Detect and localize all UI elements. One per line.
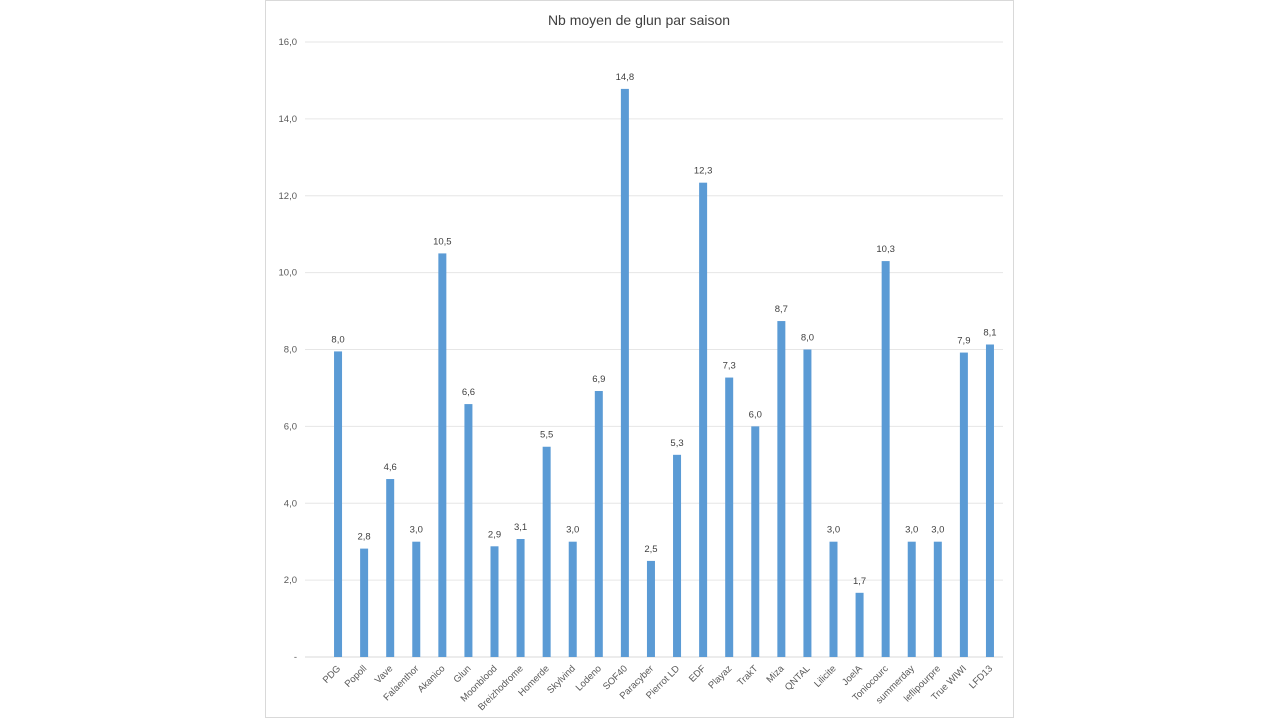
data-labels: 8,0 2,8 4,6 3,0 10,5 6,6 2,9 3,1 5,5 3,0 6,9 14,8 2,… xyxy=(331,72,996,587)
y-tick-label: 14,0 xyxy=(279,114,298,125)
data-label: 14,8 xyxy=(616,72,635,83)
bar xyxy=(751,426,760,657)
bar xyxy=(412,541,421,657)
bar xyxy=(360,548,369,657)
category-label: TrakT xyxy=(735,663,760,688)
bar xyxy=(907,541,916,657)
data-label: 5,3 xyxy=(670,438,683,449)
data-label: 3,0 xyxy=(827,525,840,536)
y-axis-ticks: - 2,0 4,0 6,0 8,0 10,0 12,0 14,0 16,0 xyxy=(279,37,298,663)
bar xyxy=(334,351,343,657)
bar xyxy=(542,446,551,657)
category-label: Popoll xyxy=(343,663,369,689)
data-label: 2,8 xyxy=(358,532,371,543)
data-label: 3,0 xyxy=(905,525,918,536)
bar xyxy=(829,541,838,657)
bar xyxy=(568,541,577,657)
y-tick-label: 12,0 xyxy=(279,191,298,202)
category-label: QNTAL xyxy=(783,663,813,693)
category-label: EDF xyxy=(687,663,708,684)
data-label: 4,6 xyxy=(384,462,397,473)
bar xyxy=(777,321,786,657)
data-label: 2,9 xyxy=(488,529,501,540)
data-label: 10,3 xyxy=(876,244,895,255)
data-label: 6,6 xyxy=(462,387,475,398)
category-label: Glun xyxy=(452,663,474,685)
chart-title: Nb moyen de glun par saison xyxy=(548,12,730,28)
category-label: PDG xyxy=(321,663,343,685)
category-label: Playaz xyxy=(706,663,734,691)
y-tick-label: 4,0 xyxy=(284,498,297,509)
bar xyxy=(855,592,864,657)
bar xyxy=(490,546,499,657)
bar xyxy=(516,538,525,657)
bar xyxy=(620,88,629,658)
bars xyxy=(334,88,994,658)
category-label: Miza xyxy=(765,663,787,685)
data-label: 10,5 xyxy=(433,236,452,247)
y-tick-label: 10,0 xyxy=(279,268,298,279)
bar xyxy=(881,261,890,657)
bar xyxy=(699,182,708,657)
data-label: 2,5 xyxy=(644,544,657,555)
bar xyxy=(646,560,655,657)
data-label: 5,5 xyxy=(540,430,553,441)
bar xyxy=(464,404,473,657)
data-label: 3,0 xyxy=(931,525,944,536)
data-label: 6,9 xyxy=(592,374,605,385)
bar xyxy=(933,541,942,657)
data-label: 12,3 xyxy=(694,166,713,177)
y-tick-label: 16,0 xyxy=(279,37,298,48)
data-label: 3,1 xyxy=(514,522,527,533)
bar xyxy=(985,344,994,657)
data-label: 8,0 xyxy=(801,333,814,344)
bar xyxy=(959,352,968,657)
bar xyxy=(594,391,603,657)
data-label: 3,0 xyxy=(566,525,579,536)
data-label: 7,9 xyxy=(957,336,970,347)
bar xyxy=(673,454,682,657)
category-label: Vave xyxy=(373,663,396,686)
bar xyxy=(386,479,395,657)
data-label: 8,7 xyxy=(775,304,788,315)
y-tick-label: 2,0 xyxy=(284,575,297,586)
category-label: Lodeno xyxy=(574,663,604,693)
bar xyxy=(438,253,447,657)
data-label: 8,0 xyxy=(331,334,344,345)
data-label: 3,0 xyxy=(410,525,423,536)
gridlines xyxy=(305,41,1003,658)
data-label: 6,0 xyxy=(749,409,762,420)
data-label: 8,1 xyxy=(983,328,996,339)
category-label: LFD13 xyxy=(967,663,995,691)
y-tick-label: - xyxy=(294,652,297,663)
y-tick-label: 8,0 xyxy=(284,345,297,356)
chart-frame: Nb moyen de glun par saison -2,0 4,0 6,0 8,… xyxy=(265,0,1014,718)
category-label: Akanico xyxy=(416,663,448,695)
bar xyxy=(803,349,812,657)
y-tick-label: 6,0 xyxy=(284,421,297,432)
data-label: 7,3 xyxy=(723,361,736,372)
bar-chart: Nb moyen de glun par saison -2,04,06,08,… xyxy=(279,12,1003,713)
category-label: Skylvind xyxy=(545,663,578,696)
category-label: Lilicite xyxy=(812,663,838,689)
data-label: 1,7 xyxy=(853,576,866,587)
bar xyxy=(725,377,734,657)
